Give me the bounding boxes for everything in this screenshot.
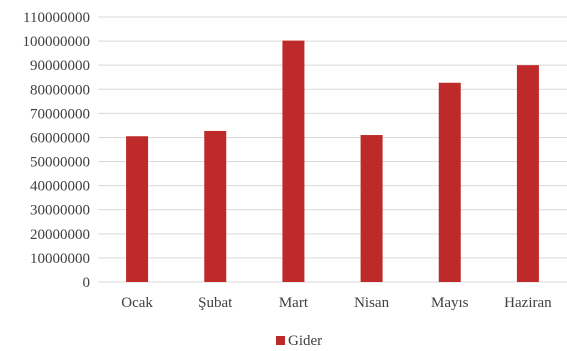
legend: Gider [276, 333, 322, 349]
bar-nisan [360, 135, 383, 282]
x-tick-label: Haziran [504, 295, 552, 311]
gridlines [98, 16, 567, 283]
legend-swatch-gider [276, 336, 285, 345]
y-tick-label: 30000000 [30, 203, 90, 219]
y-axis-tick-labels: 0 10000000 20000000 30000000 40000000 5000000… [23, 10, 91, 291]
y-tick-label: 60000000 [30, 130, 90, 146]
y-tick-label: 20000000 [30, 227, 90, 243]
x-tick-label: Şubat [198, 295, 233, 311]
x-tick-label: Mart [279, 295, 309, 311]
x-tick-label: Ocak [121, 295, 153, 311]
bar-mayıs [438, 82, 461, 282]
bars [126, 40, 539, 282]
bar-mart [282, 40, 305, 282]
bar-haziran [516, 65, 539, 282]
bar-ocak [126, 136, 149, 282]
x-tick-label: Mayıs [431, 295, 469, 311]
y-tick-label: 110000000 [23, 10, 90, 26]
legend-label-gider: Gider [288, 333, 322, 349]
x-axis-tick-labels: Ocak Şubat Mart Nisan Mayıs Haziran [121, 295, 552, 311]
y-tick-label: 90000000 [30, 58, 90, 74]
y-tick-label: 0 [83, 275, 91, 291]
x-tick-label: Nisan [354, 295, 389, 311]
y-tick-label: 10000000 [30, 251, 90, 267]
y-tick-label: 50000000 [30, 155, 90, 171]
y-tick-label: 80000000 [30, 82, 90, 98]
y-tick-label: 100000000 [23, 34, 91, 50]
y-tick-label: 40000000 [30, 179, 90, 195]
y-tick-label: 70000000 [30, 106, 90, 122]
bar-şubat [204, 130, 227, 282]
